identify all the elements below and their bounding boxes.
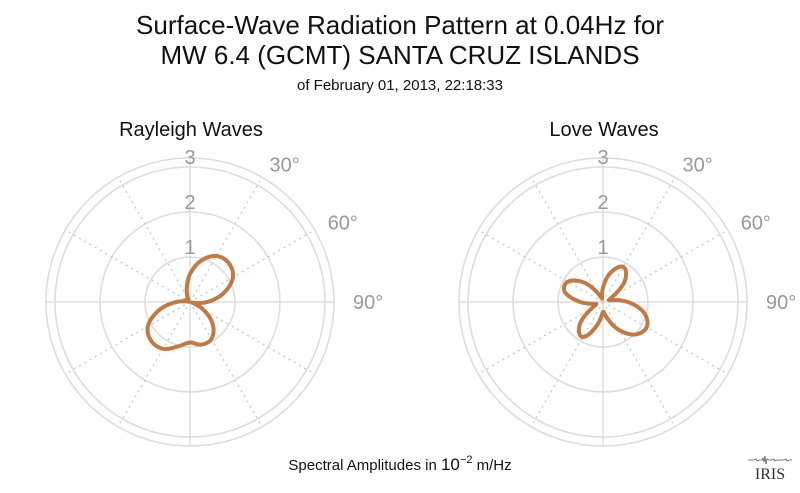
pattern-point-195: [177, 345, 179, 348]
spoke-150: [189, 301, 263, 428]
spoke-330: [117, 176, 191, 303]
radial-tick-label-1: 1: [597, 237, 608, 259]
pattern-point-30: [215, 255, 218, 257]
pattern-point-45: [624, 278, 627, 281]
pattern-point-0: [189, 273, 191, 275]
pattern-point-255: [157, 309, 160, 312]
pattern-point-15: [610, 271, 612, 274]
angle-tick-label-90: 90°: [353, 292, 383, 314]
pattern-point-120: [645, 326, 648, 329]
pattern-point-330: [597, 292, 599, 295]
spoke-60: [602, 229, 729, 303]
chart-title-line2: MW 6.4 (GCMT) SANTA CRUZ ISLANDS: [160, 40, 640, 70]
pattern-point-135: [212, 324, 214, 326]
pattern-point-15: [200, 259, 202, 262]
pattern-point-75: [223, 292, 225, 294]
spoke-300: [64, 229, 191, 303]
pattern-point-225: [150, 340, 152, 342]
angle-tick-label-30: 30°: [683, 154, 713, 176]
spoke-330: [530, 176, 604, 303]
pattern-point-180: [602, 311, 604, 313]
spoke-120: [189, 301, 316, 375]
pattern-point-150: [210, 338, 213, 340]
chart-subtitle: of February 01, 2013, 22:18:33: [297, 77, 503, 94]
spoke-30: [602, 176, 676, 303]
spoke-240: [64, 301, 191, 375]
radial-tick-label-2: 2: [597, 192, 608, 214]
pattern-point-270: [175, 301, 178, 303]
radial-tick-label-3: 3: [184, 147, 195, 169]
pattern-point-285: [187, 300, 190, 303]
spoke-210: [117, 301, 191, 428]
spoke-240: [477, 301, 604, 375]
pattern-point-270: [579, 301, 582, 303]
spoke-30: [189, 176, 263, 303]
pattern-point-30: [622, 266, 625, 268]
pattern-point-300: [186, 299, 188, 302]
angle-tick-label-60: 60°: [328, 213, 358, 235]
pattern-point-90: [206, 301, 208, 303]
iris-logo-text: IRIS: [755, 466, 785, 483]
pattern-point-195: [595, 325, 598, 327]
radial-tick-label-1: 1: [184, 237, 195, 259]
pattern-point-225: [578, 324, 581, 327]
pattern-point-345: [601, 297, 603, 300]
pattern-point-330: [187, 298, 189, 300]
pattern-point-90: [626, 301, 629, 303]
pattern-point-135: [634, 333, 637, 336]
spoke-300: [477, 229, 604, 303]
spoke-120: [602, 301, 729, 375]
spoke-150: [602, 301, 676, 428]
pattern-point-150: [618, 329, 620, 331]
iris-seismogram-logo-icon: IRIS: [748, 455, 792, 483]
pattern-point-165: [200, 343, 203, 346]
rayleigh-panel-title: Rayleigh Waves: [119, 119, 263, 141]
pattern-point-345: [185, 289, 188, 291]
pattern-point-105: [643, 312, 646, 314]
units-base: 10: [440, 455, 460, 474]
pattern-point-240: [590, 307, 593, 310]
spoke-60: [189, 229, 316, 303]
pattern-point-60: [612, 295, 614, 297]
pattern-point-60: [232, 276, 234, 279]
chart-title-line1: Surface-Wave Radiation Pattern at 0.04Hz…: [136, 10, 664, 40]
pattern-point-120: [202, 309, 205, 311]
pattern-point-75: [608, 299, 611, 302]
pattern-point-210: [581, 336, 584, 338]
rayleigh-polar-plot: 1 2 3 30° 60° 90°: [45, 147, 383, 447]
pattern-point-165: [606, 317, 609, 320]
pattern-point-315: [582, 281, 585, 284]
amplitude-units-label: Spectral Amplitudes in 10−2 m/Hz: [0, 454, 800, 475]
radial-tick-label-2: 2: [184, 192, 195, 214]
pattern-point-240: [147, 325, 149, 328]
love-panel-title: Love Waves: [549, 119, 659, 141]
pattern-point-45: [228, 262, 230, 264]
pattern-point-180: [189, 341, 191, 344]
pattern-point-315: [186, 298, 188, 300]
units-exponent: −2: [459, 454, 473, 466]
angle-tick-label-90: 90°: [766, 292, 796, 314]
angle-tick-label-30: 30°: [270, 154, 300, 176]
pattern-point-300: [567, 280, 569, 283]
angle-tick-label-60: 60°: [741, 213, 771, 235]
pattern-point-210: [162, 347, 164, 350]
radial-tick-label-3: 3: [597, 147, 608, 169]
spoke-210: [530, 301, 604, 428]
units-suffix: m/Hz: [472, 457, 512, 474]
pattern-point-255: [595, 303, 597, 305]
love-polar-plot: 1 2 3 30° 60° 90°: [458, 147, 796, 447]
pattern-point-285: [563, 290, 566, 293]
units-prefix: Spectral Amplitudes in: [288, 457, 441, 474]
pattern-point-0: [602, 286, 604, 289]
iris-logo: IRIS: [748, 452, 792, 484]
pattern-point-105: [191, 301, 193, 304]
